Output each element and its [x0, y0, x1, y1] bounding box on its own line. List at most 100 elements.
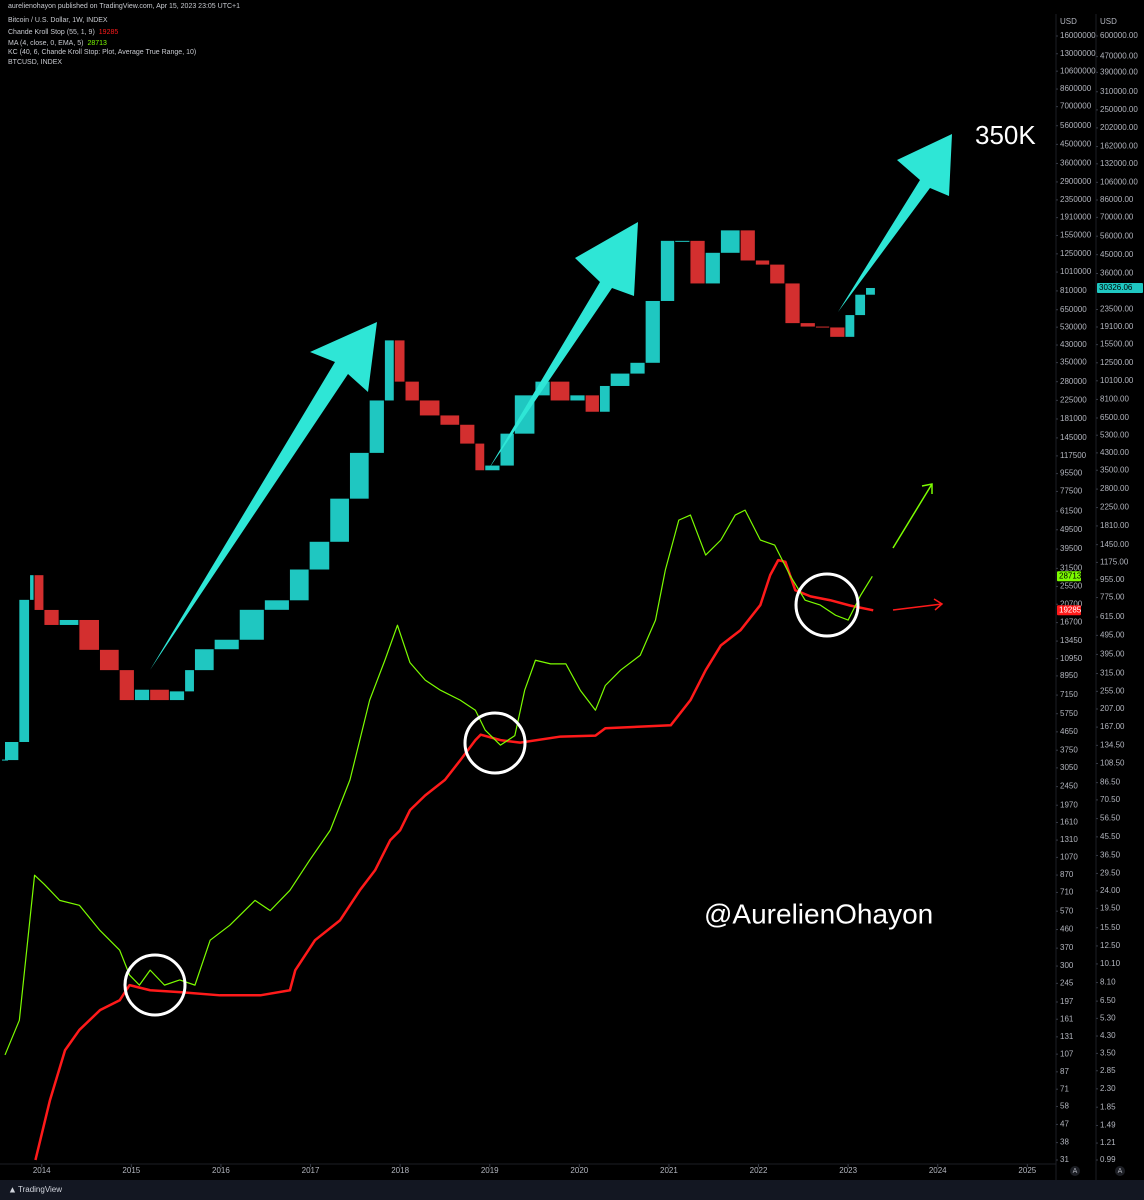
y2-tick-label: 250000.00	[1100, 105, 1138, 114]
arrow	[150, 322, 377, 670]
y-tick-label: 71	[1060, 1084, 1069, 1093]
y-tick-label: 3600000	[1060, 159, 1092, 168]
y2-tick-label: 390000.00	[1100, 67, 1138, 76]
candle	[384, 340, 394, 401]
x-tick-label: 2018	[391, 1166, 409, 1175]
candle	[845, 315, 855, 337]
scale-button[interactable]	[1070, 1166, 1080, 1176]
y2-tick-label: 1.85	[1100, 1102, 1116, 1111]
y2-tick-label: 29.50	[1100, 869, 1121, 878]
candle	[5, 741, 19, 761]
y2-tick-label: 395.00	[1100, 650, 1125, 659]
y2-tick-label: 955.00	[1100, 575, 1125, 584]
arrow	[838, 134, 952, 312]
y-tick-label: 570	[1060, 906, 1074, 915]
y-tick-label: 16000000	[1060, 31, 1096, 40]
y2-tick-label: 0.99	[1100, 1155, 1116, 1164]
y-tick-label: 58	[1060, 1102, 1069, 1111]
footer-bar	[0, 1180, 1144, 1200]
y2-tick-label: 2.30	[1100, 1084, 1116, 1093]
y2-tick-label: 5300.00	[1100, 430, 1129, 439]
y-tick-label: 1550000	[1060, 231, 1092, 240]
candle	[44, 609, 59, 625]
candle	[169, 691, 185, 701]
x-tick-label: 2016	[212, 1166, 230, 1175]
candle	[289, 569, 309, 601]
candle	[349, 452, 369, 499]
last-value-box	[1057, 571, 1081, 582]
y-tick-label: 300	[1060, 961, 1074, 970]
y-tick-label: 4500000	[1060, 140, 1092, 149]
y-tick-label: 31500	[1060, 563, 1083, 572]
arrow	[892, 603, 943, 611]
candle	[134, 689, 150, 701]
y-tick-label: 245	[1060, 978, 1074, 987]
candle	[30, 575, 34, 600]
y-tick-label: 38	[1060, 1138, 1069, 1147]
candle	[585, 395, 599, 412]
x-tick-label: 2021	[660, 1166, 678, 1175]
y2-tick-label: 6500.00	[1100, 413, 1129, 422]
x-tick-label: 2022	[750, 1166, 768, 1175]
y-tick-label: 7000000	[1060, 102, 1092, 111]
scale-button-label[interactable]: A	[1073, 1168, 1078, 1175]
y2-tick-label: 4.30	[1100, 1031, 1116, 1040]
candle	[485, 465, 500, 471]
x-tick-label: 2020	[570, 1166, 588, 1175]
y-tick-label: 77500	[1060, 487, 1083, 496]
y2-tick-label: 10100.00	[1100, 376, 1134, 385]
y2-tick-label: 2800.00	[1100, 484, 1129, 493]
candle	[34, 575, 44, 610]
y2-tick-label: 70.50	[1100, 795, 1121, 804]
annotation: @AurelienOhayon	[704, 898, 933, 929]
y2-tick-label: 315.00	[1100, 669, 1125, 678]
y2-tick-label: 2.85	[1100, 1066, 1116, 1075]
y-tick-label: 25500	[1060, 582, 1083, 591]
candle	[705, 252, 720, 284]
legend-entry: BTCUSD, INDEX	[8, 59, 62, 66]
y-tick-label: 95500	[1060, 469, 1083, 478]
scale-button-label[interactable]: A	[1118, 1168, 1123, 1175]
y2-tick-label: 167.00	[1100, 722, 1125, 731]
y2-tick-label: 23500.00	[1100, 305, 1134, 314]
y-tick-label: 1970	[1060, 800, 1078, 809]
series-line	[4, 509, 873, 1056]
y-tick-label: 13450	[1060, 636, 1083, 645]
candle	[394, 340, 405, 382]
y2-tick-label: 8100.00	[1100, 395, 1129, 404]
y-tick-label: 181000	[1060, 414, 1087, 423]
y2-tick-label: 19100.00	[1100, 322, 1134, 331]
y-tick-label: 1910000	[1060, 213, 1092, 222]
y-tick-label: 161	[1060, 1014, 1074, 1023]
candle	[79, 619, 99, 650]
y2-tick-label: 12.50	[1100, 941, 1121, 950]
highlight-circle	[794, 572, 860, 638]
y-tick-label: 1610	[1060, 818, 1078, 827]
candle	[550, 381, 570, 401]
candle	[440, 415, 460, 425]
y-tick-label: 370	[1060, 943, 1074, 952]
legend-value: 19285	[99, 29, 119, 36]
annotation: 350K	[975, 120, 1036, 150]
last-value-box	[1057, 605, 1081, 616]
scale-button[interactable]	[1115, 1166, 1125, 1176]
candle	[475, 443, 485, 471]
y2-tick-label: 615.00	[1100, 612, 1125, 621]
y2-tick-label: 1.21	[1100, 1138, 1116, 1147]
x-tick-label: 2015	[122, 1166, 140, 1175]
candle	[599, 385, 610, 412]
y-tick-label: 20700	[1060, 599, 1083, 608]
y-tick-label: 710	[1060, 888, 1074, 897]
y-tick-label: 49500	[1060, 525, 1083, 534]
candle	[369, 400, 384, 453]
y2-tick-label: 202000.00	[1100, 123, 1138, 132]
y2-tick-label: 132000.00	[1100, 159, 1138, 168]
y2-tick-label: 19.50	[1100, 904, 1121, 913]
y-tick-label: 4650	[1060, 727, 1078, 736]
candle	[59, 619, 79, 625]
y-tick-label: 3050	[1060, 763, 1078, 772]
y2-tick-label: 15500.00	[1100, 340, 1134, 349]
highlight-circle	[123, 953, 187, 1017]
arrow-head	[921, 483, 933, 494]
candle	[610, 373, 630, 386]
